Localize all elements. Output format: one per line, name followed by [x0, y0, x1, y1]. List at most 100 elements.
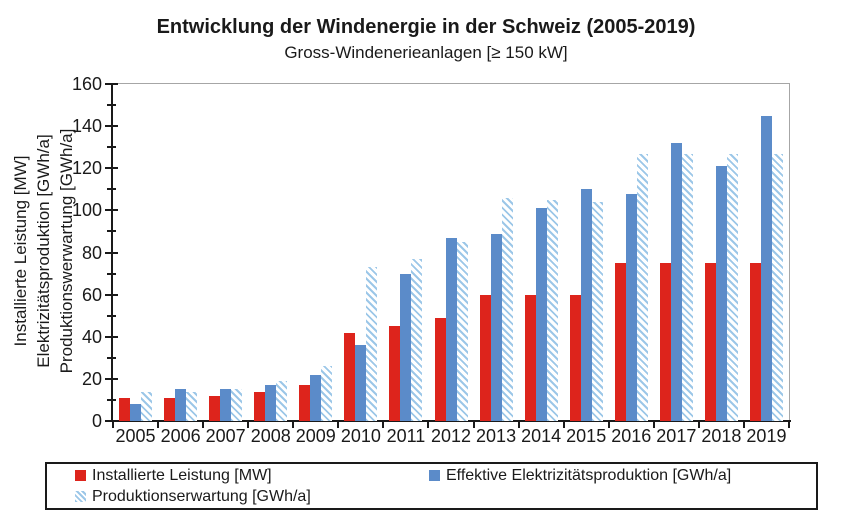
y-axis-major-tick: [105, 420, 118, 422]
bar-produktionserwartung-2005: [141, 392, 153, 421]
y-axis-major-tick: [105, 251, 118, 254]
bar-installierte-leistung-2013: [479, 295, 491, 421]
bar-produktionserwartung-2015: [591, 202, 603, 421]
chart-subtitle: Gross-Windenerieanlagen [≥ 150 kW]: [284, 43, 568, 62]
y-axis-minor-tick: [107, 146, 116, 149]
legend: Installierte Leistung [MW] Effektive Ele…: [45, 462, 818, 510]
bar-produktionserwartung-2013: [501, 198, 513, 421]
bar-produktionserwartung-2019: [771, 154, 783, 421]
bar-installierte-leistung-2014: [524, 295, 536, 421]
bar-produktionserwartung-2016: [636, 154, 648, 421]
y-tick-label-20: 20: [81, 368, 102, 389]
bar-installierte-leistung-2016: [614, 263, 626, 421]
bar-installierte-leistung-2011: [389, 326, 401, 421]
bar-installierte-leistung-2006: [164, 398, 176, 421]
x-axis-tick: [652, 420, 655, 428]
bar-effektive-elektrizitaetsproduktion-2013: [490, 234, 502, 421]
bar-produktionserwartung-2011: [411, 259, 423, 421]
bar-installierte-leistung-2012: [434, 318, 446, 421]
legend-item-effektive-produktion: Effektive Elektrizitätsproduktion [GWh/a…: [429, 467, 731, 487]
x-tick-label-2005: 2005: [115, 426, 156, 446]
legend-item-installierte-leistung: Installierte Leistung [MW]: [75, 467, 272, 487]
x-tick-label-2016: 2016: [611, 426, 652, 446]
y-tick-label-40: 40: [81, 326, 102, 347]
legend-label: Effektive Elektrizitätsproduktion [GWh/a…: [446, 467, 732, 484]
y-axis-major-tick: [105, 335, 118, 338]
bar-installierte-leistung-2017: [659, 263, 671, 421]
bar-produktionserwartung-2017: [681, 154, 693, 421]
legend-label: Produktionserwartung [GWh/a]: [92, 488, 311, 505]
x-axis-tick: [788, 420, 790, 428]
plot-border-right: [789, 83, 790, 421]
plot-area: [113, 84, 789, 421]
bar-installierte-leistung-2007: [209, 396, 221, 421]
bar-effektive-elektrizitaetsproduktion-2018: [715, 166, 727, 421]
x-tick-label-2009: 2009: [295, 426, 336, 446]
x-axis-tick: [247, 420, 250, 428]
y-axis-minor-tick: [107, 272, 116, 275]
bar-effektive-elektrizitaetsproduktion-2016: [625, 194, 637, 421]
legend-swatch-red-icon: [75, 470, 86, 481]
y-axis-major-tick: [105, 209, 118, 212]
y-axis-major-tick: [105, 125, 118, 128]
bar-effektive-elektrizitaetsproduktion-2009: [310, 375, 322, 421]
y-axis-major-tick: [105, 83, 118, 85]
y-tick-label-140: 140: [71, 116, 102, 137]
x-axis-tick: [742, 420, 745, 428]
x-axis-tick: [562, 420, 565, 428]
x-axis-tick: [292, 420, 295, 428]
y-tick-label-100: 100: [71, 200, 102, 221]
bar-installierte-leistung-2018: [704, 263, 716, 421]
x-tick-label-2013: 2013: [476, 426, 517, 446]
x-axis-tick: [202, 420, 205, 428]
x-tick-label-2018: 2018: [701, 426, 742, 446]
bar-produktionserwartung-2007: [231, 389, 243, 421]
x-axis-tick: [607, 420, 610, 428]
bar-effektive-elektrizitaetsproduktion-2006: [175, 389, 187, 421]
y-tick-label-120: 120: [71, 158, 102, 179]
x-axis-line: [111, 420, 791, 422]
legend-item-produktionserwartung: Produktionserwartung [GWh/a]: [75, 488, 311, 508]
bar-effektive-elektrizitaetsproduktion-2008: [265, 385, 277, 421]
y-axis-minor-tick: [107, 104, 116, 107]
x-axis-tick: [157, 420, 160, 428]
y-axis-minor-tick: [107, 230, 116, 233]
chart-title: Entwicklung der Windenergie in der Schwe…: [156, 16, 696, 38]
bar-effektive-elektrizitaetsproduktion-2017: [670, 143, 682, 421]
bar-effektive-elektrizitaetsproduktion-2010: [355, 345, 367, 421]
bar-effektive-elektrizitaetsproduktion-2011: [400, 274, 412, 421]
x-tick-label-2017: 2017: [656, 426, 697, 446]
x-axis-tick: [382, 420, 385, 428]
bar-effektive-elektrizitaetsproduktion-2015: [580, 189, 592, 421]
bar-effektive-elektrizitaetsproduktion-2012: [445, 238, 457, 421]
x-tick-label-2015: 2015: [566, 426, 607, 446]
x-tick-label-2012: 2012: [430, 426, 471, 446]
bar-produktionserwartung-2014: [546, 200, 558, 421]
bar-installierte-leistung-2010: [344, 333, 356, 421]
y-tick-label-160: 160: [71, 74, 102, 94]
plot-border-top: [113, 83, 790, 84]
y-tick-label-60: 60: [81, 284, 102, 305]
x-tick-label-2019: 2019: [746, 426, 787, 446]
y-axis-label-line-1: Installierte Leistung [MW]: [11, 155, 30, 347]
bar-installierte-leistung-2015: [569, 295, 581, 421]
y-axis-minor-tick: [107, 356, 116, 359]
y-axis-minor-tick: [107, 314, 116, 317]
legend-swatch-hatch-icon: [75, 491, 86, 502]
legend-swatch-blue-icon: [429, 470, 440, 481]
bar-produktionserwartung-2008: [276, 381, 288, 421]
x-axis-tick: [472, 420, 475, 428]
bar-produktionserwartung-2012: [456, 242, 468, 421]
bar-effektive-elektrizitaetsproduktion-2014: [535, 208, 547, 421]
bar-produktionserwartung-2018: [726, 154, 738, 421]
x-tick-label-2014: 2014: [521, 426, 562, 446]
bar-effektive-elektrizitaetsproduktion-2007: [220, 389, 232, 421]
y-axis-major-tick: [105, 377, 118, 380]
bar-effektive-elektrizitaetsproduktion-2019: [760, 116, 772, 421]
y-tick-label-80: 80: [81, 242, 102, 263]
y-axis-minor-tick: [107, 188, 116, 191]
y-tick-label-0: 0: [91, 411, 102, 431]
x-axis-tick: [337, 420, 340, 428]
bar-produktionserwartung-2006: [186, 392, 198, 421]
